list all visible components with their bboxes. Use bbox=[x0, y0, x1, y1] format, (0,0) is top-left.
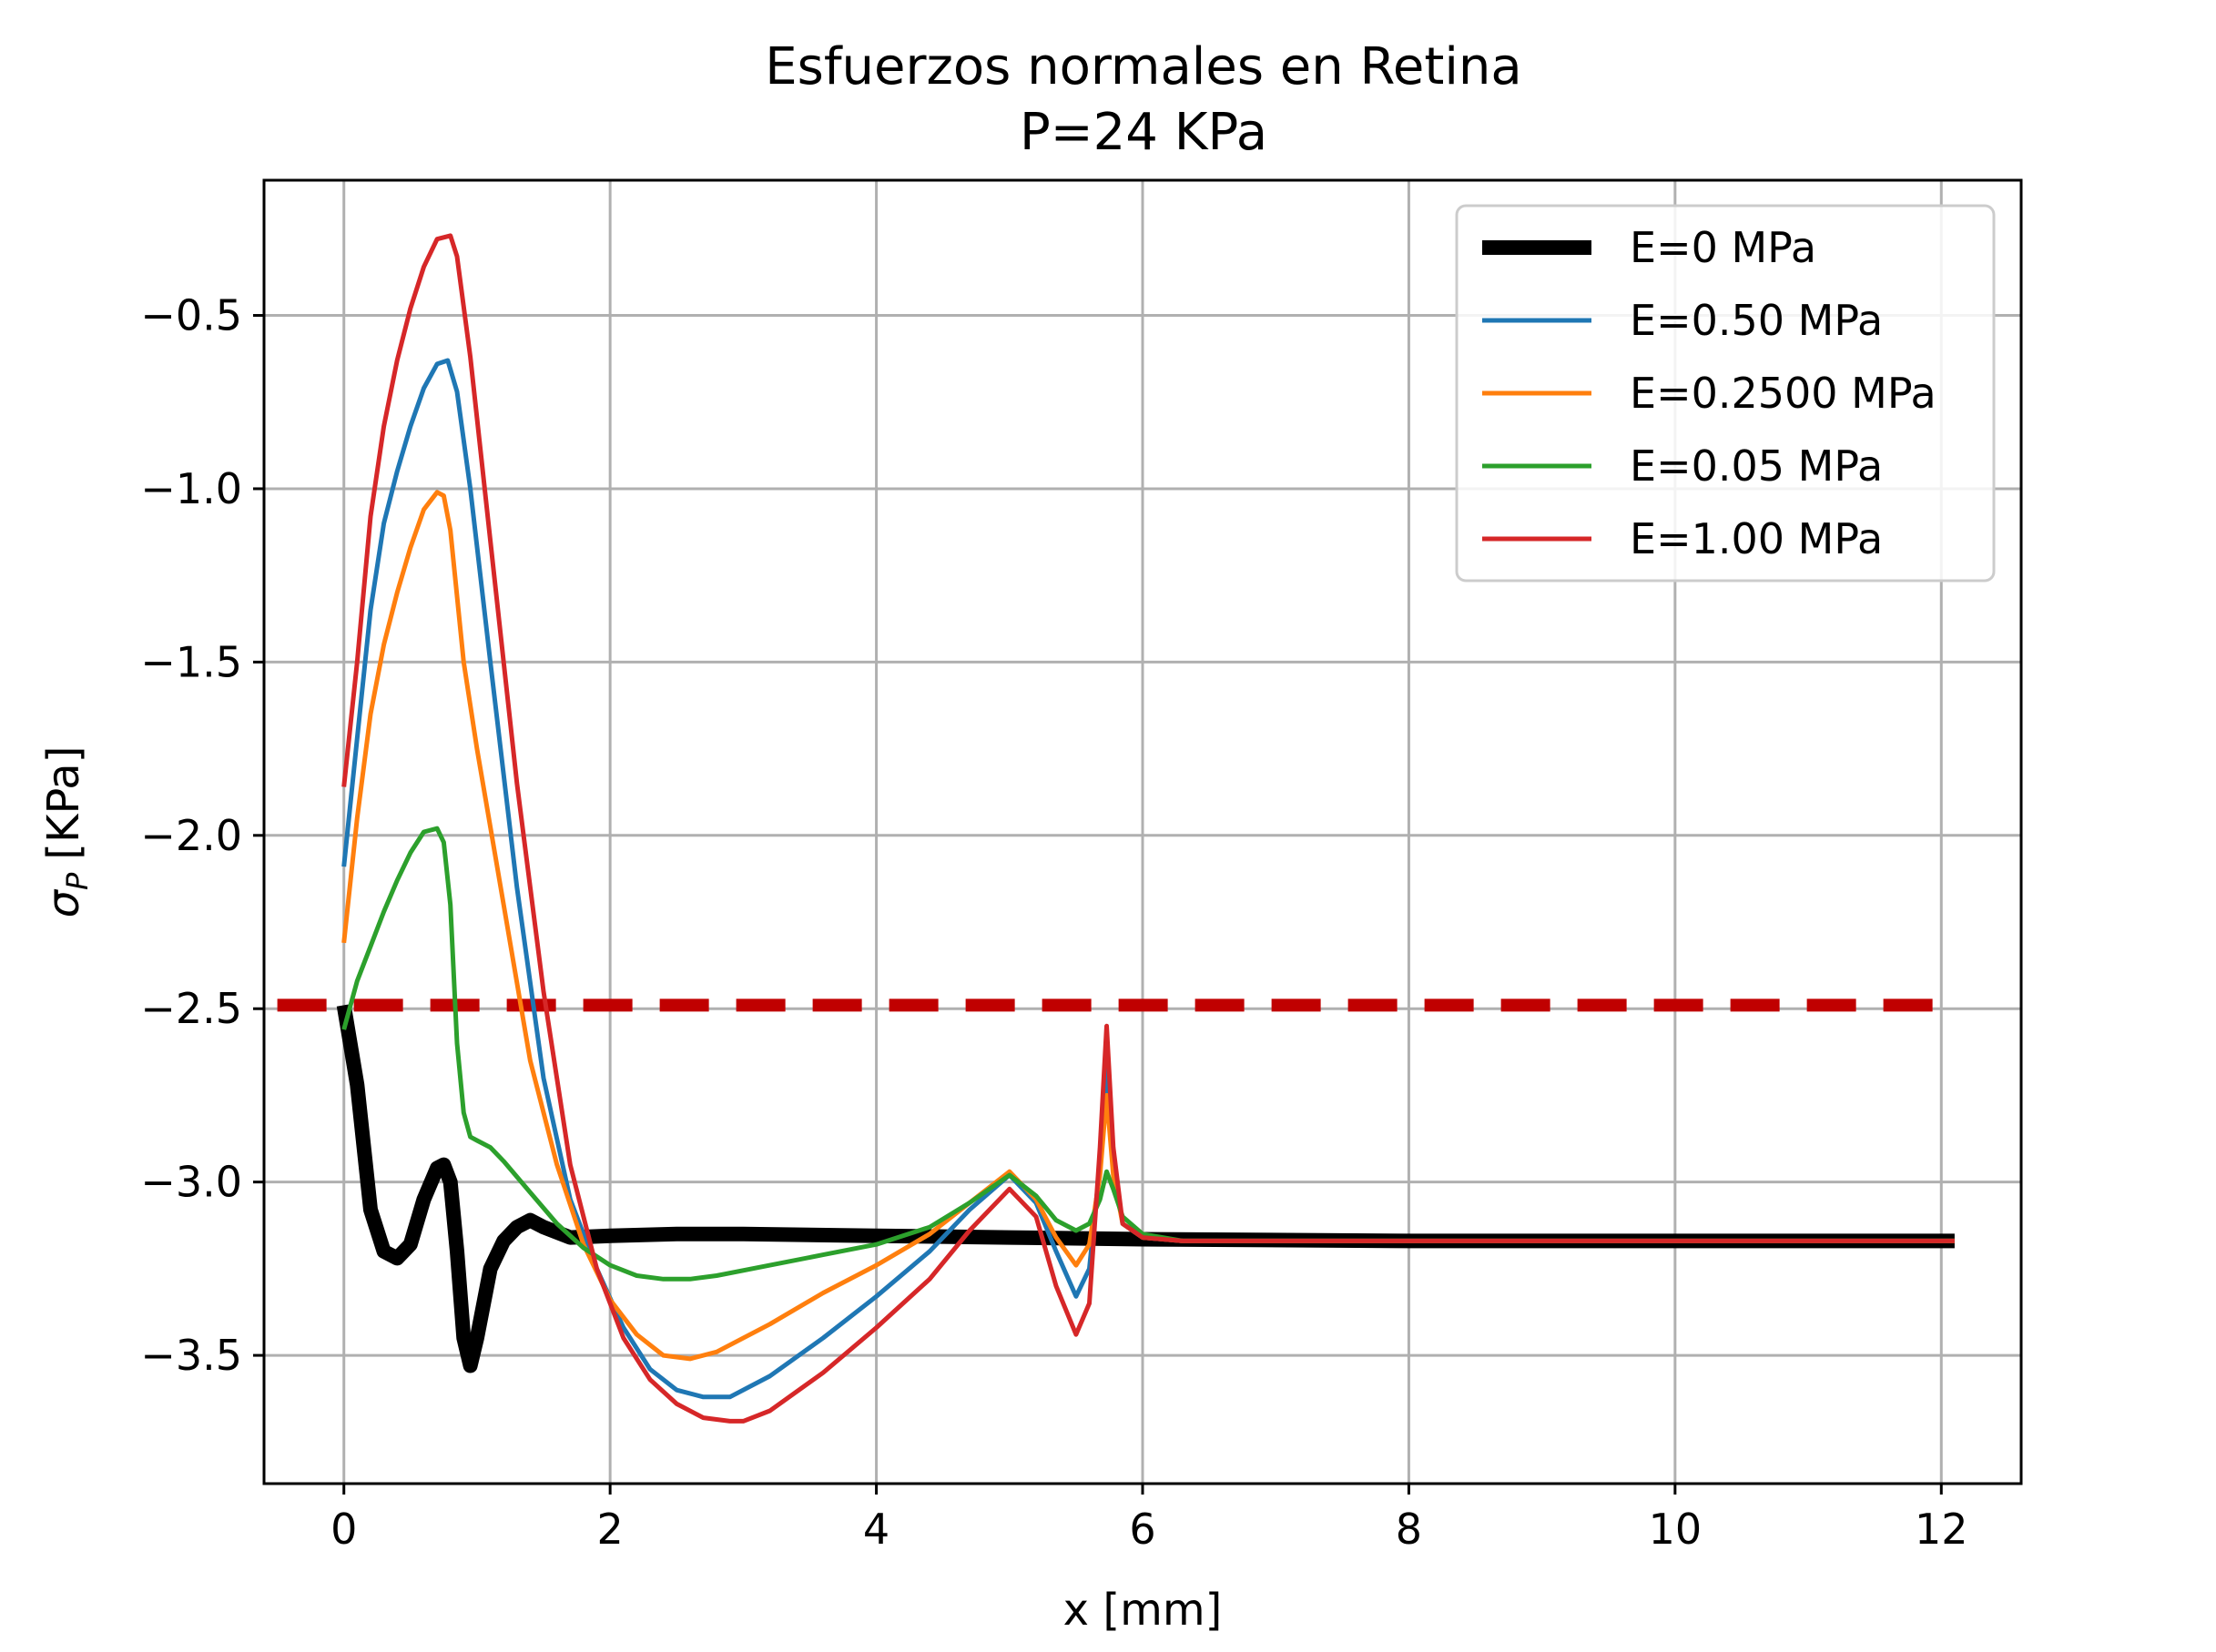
y-axis-label: σP [KPa] bbox=[38, 746, 95, 918]
y-tick-label: −3.5 bbox=[140, 1331, 242, 1380]
x-ticks: 0 2 4 6 8 10 12 bbox=[330, 1484, 1968, 1554]
series-line-2 bbox=[341, 490, 1955, 1362]
series-line-3 bbox=[341, 826, 1955, 1282]
legend-label-0: E=0 MPa bbox=[1630, 223, 1816, 272]
legend-label-1: E=0.50 MPa bbox=[1630, 296, 1883, 345]
y-axis-label-subscript: P bbox=[60, 872, 95, 890]
legend-label-2: E=0.2500 MPa bbox=[1630, 369, 1936, 418]
chart-title: Esfuerzos normales en Retina bbox=[765, 37, 1521, 96]
x-axis-label: x [mm] bbox=[1063, 1585, 1223, 1636]
y-tick-label: −0.5 bbox=[140, 291, 242, 340]
legend-box bbox=[1455, 204, 1996, 583]
y-tick-label: −3.0 bbox=[140, 1158, 242, 1207]
x-tick-label: 10 bbox=[1649, 1505, 1703, 1554]
legend-label-4: E=1.00 MPa bbox=[1630, 514, 1883, 563]
y-tick-label: −1.5 bbox=[140, 637, 242, 686]
x-tick-label: 12 bbox=[1915, 1505, 1968, 1554]
gridlines bbox=[264, 180, 2021, 1484]
series-line-0 bbox=[336, 1004, 1955, 1373]
y-axis-label-symbol: σ bbox=[38, 888, 89, 917]
y-ticks: −0.5 −1.0 −1.5 −2.0 −2.5 −3.0 −3.5 bbox=[140, 291, 264, 1380]
x-tick-label: 2 bbox=[597, 1505, 624, 1554]
legend-label-3: E=0.05 MPa bbox=[1630, 441, 1883, 491]
x-tick-label: 4 bbox=[863, 1505, 889, 1554]
x-tick-label: 6 bbox=[1129, 1505, 1155, 1554]
y-axis-label-unit: [KPa] bbox=[38, 746, 89, 860]
chart-subtitle: P=24 KPa bbox=[1020, 103, 1267, 162]
series-line-4 bbox=[341, 233, 1955, 1424]
x-tick-label: 8 bbox=[1396, 1505, 1422, 1554]
y-tick-label: −2.0 bbox=[140, 811, 242, 860]
x-tick-label: 0 bbox=[330, 1505, 357, 1554]
series-layer bbox=[336, 233, 1955, 1424]
y-tick-label: −2.5 bbox=[140, 984, 242, 1033]
legend: E=0 MPa E=0.50 MPa E=0.2500 MPa E=0.05 MPa E… bbox=[1455, 204, 1996, 583]
y-tick-label: −1.0 bbox=[140, 464, 242, 513]
legend-items: E=0 MPa E=0.50 MPa E=0.2500 MPa E=0.05 MPa E… bbox=[1482, 223, 1936, 563]
